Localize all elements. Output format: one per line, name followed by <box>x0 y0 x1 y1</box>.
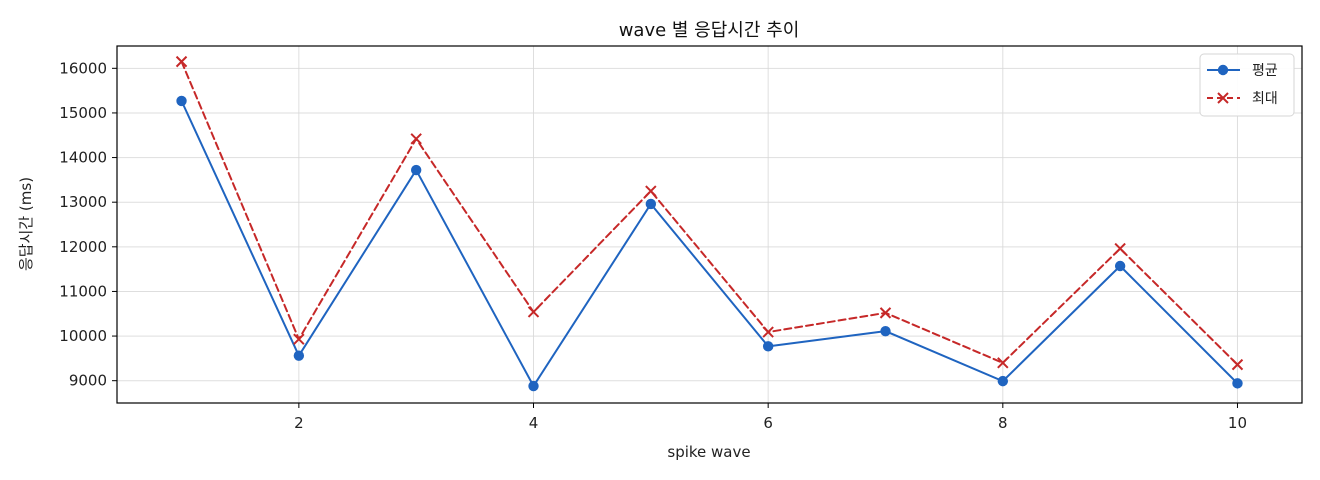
average-data-point <box>762 341 774 352</box>
average-data-point <box>645 198 657 210</box>
y-tick-label: 11000 <box>59 282 107 300</box>
average-data-point <box>528 380 539 392</box>
average-data-point <box>293 350 305 361</box>
x-tick-label: 10 <box>1228 414 1247 432</box>
grid-layer <box>117 46 1302 403</box>
max-data-point <box>293 333 305 345</box>
legend-marker-max <box>1217 92 1229 104</box>
y-tick-label: 16000 <box>59 59 107 77</box>
max-data-point <box>645 185 657 197</box>
max-data-point <box>175 55 188 68</box>
average-data-point <box>880 325 891 337</box>
max-data-point <box>997 357 1009 369</box>
max-data-point <box>762 326 774 338</box>
legend-label-average: 평균 <box>1252 63 1278 79</box>
legend-marker-average <box>1217 64 1229 76</box>
average-series-line <box>180 99 1239 388</box>
x-axis-label: spike wave <box>667 443 750 461</box>
chart-title: wave 별 응답시간 추이 <box>619 20 800 41</box>
average-data-point <box>997 375 1009 387</box>
y-tick-label: 9000 <box>69 372 107 390</box>
y-axis-label: 응답시간 (ms) <box>17 177 35 271</box>
average-data-point <box>176 95 187 107</box>
y-tick-label: 12000 <box>59 238 107 256</box>
max-data-point <box>527 306 540 318</box>
x-tick-label: 4 <box>529 414 539 432</box>
max-series-line <box>180 60 1239 366</box>
average-data-point <box>1232 378 1243 389</box>
average-data-point <box>410 164 422 176</box>
x-tick-label: 8 <box>998 414 1008 432</box>
x-tick-label: 2 <box>294 414 304 432</box>
average-data-point <box>1114 260 1126 272</box>
legend-box <box>1199 53 1295 117</box>
plot-frame <box>116 45 1303 404</box>
max-data-point <box>1114 242 1126 255</box>
y-tick-label: 14000 <box>59 149 107 167</box>
series-layer <box>175 55 1244 392</box>
tick-layer: 2 4 6 8 10 9000 10000 11000 12000 13000 14000 15000… <box>59 59 1247 432</box>
y-tick-label: 10000 <box>59 327 107 345</box>
max-data-point <box>410 133 422 145</box>
max-data-point <box>1231 358 1244 371</box>
y-tick-label: 13000 <box>59 193 107 211</box>
legend: 평균 최대 <box>1199 53 1295 117</box>
y-tick-label: 15000 <box>59 104 107 122</box>
max-data-point <box>879 307 892 319</box>
x-tick-label: 6 <box>763 414 773 432</box>
legend-label-max: 최대 <box>1252 91 1278 107</box>
